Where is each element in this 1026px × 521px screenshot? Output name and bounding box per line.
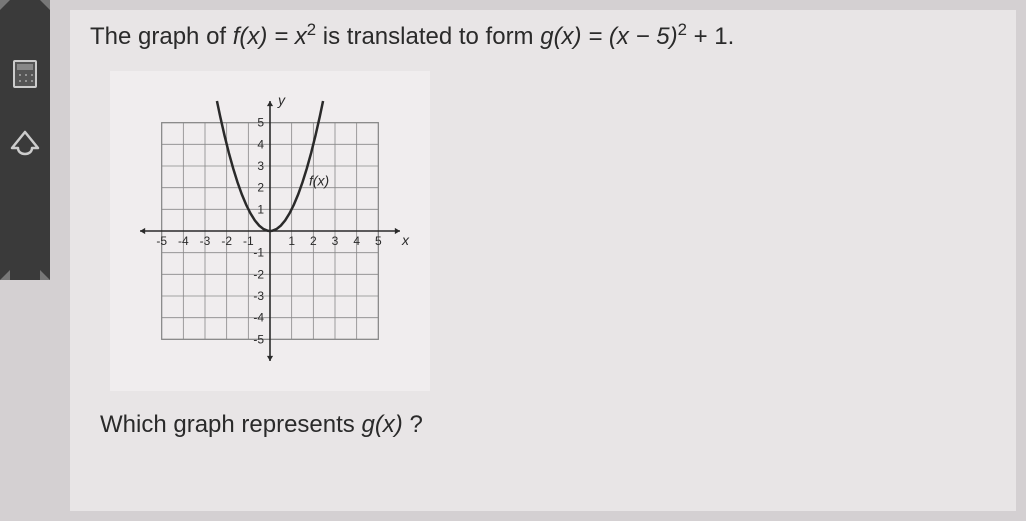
question-text-bottom: Which graph represents g(x) ? xyxy=(100,411,996,439)
svg-text:-4: -4 xyxy=(253,311,264,325)
svg-text:5: 5 xyxy=(375,234,382,248)
svg-text:-3: -3 xyxy=(253,289,264,303)
q-gx: g(x) = (x − 5) xyxy=(540,23,677,50)
question-panel: The graph of f(x) = x2 is translated to … xyxy=(70,10,1016,511)
corner-decoration xyxy=(40,270,50,280)
q-bottom-prefix: Which graph represents xyxy=(100,411,361,438)
q-mid: is translated to form xyxy=(323,23,540,50)
svg-text:3: 3 xyxy=(332,234,339,248)
svg-text:f(x): f(x) xyxy=(309,173,329,189)
svg-text:-4: -4 xyxy=(178,234,189,248)
svg-text:-2: -2 xyxy=(221,234,232,248)
svg-text:4: 4 xyxy=(257,137,264,151)
corner-decoration xyxy=(0,270,10,280)
svg-text:1: 1 xyxy=(288,234,295,248)
svg-text:4: 4 xyxy=(353,234,360,248)
svg-text:x: x xyxy=(401,232,410,248)
corner-decoration xyxy=(0,0,10,10)
svg-text:5: 5 xyxy=(257,116,264,130)
up-arrow-icon[interactable] xyxy=(8,128,42,162)
svg-text:2: 2 xyxy=(310,234,317,248)
svg-text:3: 3 xyxy=(257,159,264,173)
q-gx-exp: 2 xyxy=(678,20,687,39)
svg-text:-1: -1 xyxy=(253,246,264,260)
q-fx-exp: 2 xyxy=(307,20,316,39)
svg-text:-3: -3 xyxy=(200,234,211,248)
svg-text:2: 2 xyxy=(257,181,264,195)
svg-text:y: y xyxy=(277,92,286,108)
svg-text:-2: -2 xyxy=(253,267,264,281)
q-suffix: + 1. xyxy=(694,23,735,50)
question-text-top: The graph of f(x) = x2 is translated to … xyxy=(90,20,996,51)
q-fx: f(x) = x xyxy=(233,23,307,50)
tool-sidebar xyxy=(0,0,50,280)
q-bottom-func: g(x) xyxy=(361,411,402,438)
q-bottom-suffix: ? xyxy=(409,411,422,438)
graph-fx: -5-4-3-2-112345-5-4-3-2-112345xyf(x) xyxy=(110,71,430,391)
calculator-icon[interactable] xyxy=(13,60,37,88)
svg-text:-5: -5 xyxy=(156,234,167,248)
svg-text:-5: -5 xyxy=(253,332,264,346)
corner-decoration xyxy=(40,0,50,10)
svg-text:1: 1 xyxy=(257,202,264,216)
q-top-prefix: The graph of xyxy=(90,23,233,50)
